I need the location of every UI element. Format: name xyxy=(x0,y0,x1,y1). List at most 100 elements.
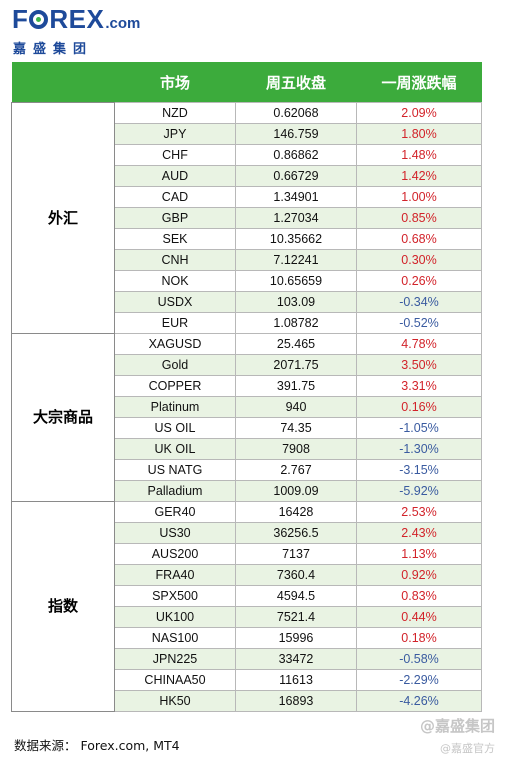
market-cell: AUD xyxy=(114,165,236,187)
change-cell: 3.50% xyxy=(356,354,482,376)
change-cell: -0.34% xyxy=(356,291,482,313)
change-cell: 0.30% xyxy=(356,249,482,271)
market-cell: AUS200 xyxy=(114,543,236,565)
table-row: CHINAA50 11613 -2.29% xyxy=(12,669,482,691)
market-cell: GBP xyxy=(114,207,236,229)
change-cell: 0.85% xyxy=(356,207,482,229)
close-cell: 7360.4 xyxy=(235,564,357,586)
table-row: SPX500 4594.5 0.83% xyxy=(12,585,482,607)
market-cell: COPPER xyxy=(114,375,236,397)
forex-logo: F REX .com 嘉盛集团 xyxy=(12,4,140,57)
market-cell: NZD xyxy=(114,102,236,124)
market-cell: US OIL xyxy=(114,417,236,439)
close-cell: 7137 xyxy=(235,543,357,565)
close-cell: 16893 xyxy=(235,690,357,712)
table-row: JPY 146.759 1.80% xyxy=(12,123,482,145)
table-row: FRA40 7360.4 0.92% xyxy=(12,564,482,586)
close-cell: 11613 xyxy=(235,669,357,691)
logo-dotcom: .com xyxy=(105,15,141,32)
table-row: Gold 2071.75 3.50% xyxy=(12,354,482,376)
change-cell: -5.92% xyxy=(356,480,482,502)
close-cell: 4594.5 xyxy=(235,585,357,607)
close-cell: 7.12241 xyxy=(235,249,357,271)
table-row: 大宗商品 XAGUSD 25.465 4.78% xyxy=(11,333,482,502)
header-market: 市场 xyxy=(114,62,236,103)
change-cell: 1.42% xyxy=(356,165,482,187)
market-cell: XAGUSD xyxy=(114,333,236,355)
change-cell: 0.68% xyxy=(356,228,482,250)
market-cell: UK OIL xyxy=(114,438,236,460)
market-cell: CNH xyxy=(114,249,236,271)
header-close: 周五收盘 xyxy=(235,62,357,103)
change-cell: 2.09% xyxy=(356,102,482,124)
close-cell: 1009.09 xyxy=(235,480,357,502)
table-row: AUD 0.66729 1.42% xyxy=(12,165,482,187)
market-cell: CHF xyxy=(114,144,236,166)
market-cell: Platinum xyxy=(114,396,236,418)
table-row: US OIL 74.35 -1.05% xyxy=(12,417,482,439)
change-cell: 0.16% xyxy=(356,396,482,418)
market-cell: USDX xyxy=(114,291,236,313)
market-cell: Gold xyxy=(114,354,236,376)
watermark-line1: @嘉盛集团 xyxy=(419,717,495,735)
table-row: US30 36256.5 2.43% xyxy=(12,522,482,544)
change-cell: -3.15% xyxy=(356,459,482,481)
close-cell: 0.66729 xyxy=(235,165,357,187)
market-cell: US NATG xyxy=(114,459,236,481)
change-cell: -0.52% xyxy=(356,312,482,334)
header-group xyxy=(11,62,115,103)
market-cell: JPY xyxy=(114,123,236,145)
table-row: 指数 GER40 16428 2.53% xyxy=(11,501,482,712)
weekly-market-table: 市场 周五收盘 一周涨跌幅 外汇 NZD 0.62068 2.09% JPY 146.75… xyxy=(11,62,482,712)
market-cell: SPX500 xyxy=(114,585,236,607)
change-cell: 0.26% xyxy=(356,270,482,292)
watermark: @嘉盛集团 @嘉盛官方 xyxy=(420,715,495,756)
table-row: EUR 1.08782 -0.52% xyxy=(12,312,482,334)
market-cell: FRA40 xyxy=(114,564,236,586)
change-cell: -0.58% xyxy=(356,648,482,670)
close-cell: 33472 xyxy=(235,648,357,670)
market-cell: US30 xyxy=(114,522,236,544)
close-cell: 103.09 xyxy=(235,291,357,313)
close-cell: 10.65659 xyxy=(235,270,357,292)
table-row: JPN225 33472 -0.58% xyxy=(12,648,482,670)
change-cell: 2.53% xyxy=(356,501,482,523)
table-header-row: 市场 周五收盘 一周涨跌幅 xyxy=(11,62,482,103)
logo-o-icon xyxy=(29,10,49,29)
close-cell: 146.759 xyxy=(235,123,357,145)
change-cell: 3.31% xyxy=(356,375,482,397)
change-cell: 1.13% xyxy=(356,543,482,565)
close-cell: 1.34901 xyxy=(235,186,357,208)
header-weekly-change: 一周涨跌幅 xyxy=(356,62,482,103)
market-cell: EUR xyxy=(114,312,236,334)
close-cell: 7521.4 xyxy=(235,606,357,628)
change-cell: 1.48% xyxy=(356,144,482,166)
close-cell: 0.86862 xyxy=(235,144,357,166)
close-cell: 1.08782 xyxy=(235,312,357,334)
change-cell: 0.83% xyxy=(356,585,482,607)
table-row: COPPER 391.75 3.31% xyxy=(12,375,482,397)
close-cell: 391.75 xyxy=(235,375,357,397)
data-source: 数据来源： Forex.com, MT4 xyxy=(14,738,180,753)
change-cell: 2.43% xyxy=(356,522,482,544)
market-cell: HK50 xyxy=(114,690,236,712)
market-cell: SEK xyxy=(114,228,236,250)
table-row: 外汇 NZD 0.62068 2.09% xyxy=(11,102,482,334)
watermark-line2: @嘉盛官方 xyxy=(440,742,495,755)
table-row: UK100 7521.4 0.44% xyxy=(12,606,482,628)
table-row: US NATG 2.767 -3.15% xyxy=(12,459,482,481)
close-cell: 15996 xyxy=(235,627,357,649)
change-cell: -1.05% xyxy=(356,417,482,439)
change-cell: -1.30% xyxy=(356,438,482,460)
table-row: HK50 16893 -4.26% xyxy=(12,690,482,712)
close-cell: 74.35 xyxy=(235,417,357,439)
market-cell: NAS100 xyxy=(114,627,236,649)
close-cell: 1.27034 xyxy=(235,207,357,229)
market-cell: GER40 xyxy=(114,501,236,523)
close-cell: 940 xyxy=(235,396,357,418)
close-cell: 16428 xyxy=(235,501,357,523)
market-cell: NOK xyxy=(114,270,236,292)
change-cell: 1.80% xyxy=(356,123,482,145)
close-cell: 0.62068 xyxy=(235,102,357,124)
